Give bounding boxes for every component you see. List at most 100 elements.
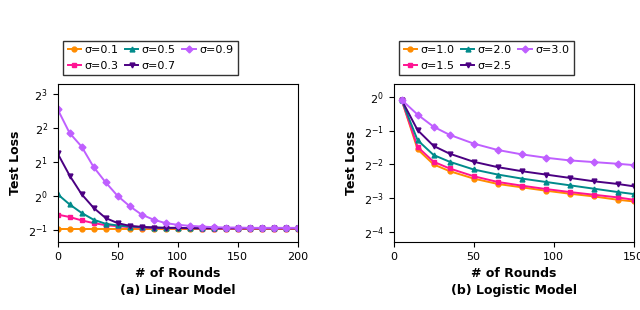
σ=3.0 [446, 133, 454, 137]
σ=0.5 [210, 226, 218, 230]
σ=2.0 [518, 177, 525, 180]
σ=0.7 [294, 226, 301, 230]
σ=0.1 [54, 227, 61, 231]
σ=0.7 [222, 226, 230, 230]
σ=2.0 [494, 173, 502, 176]
σ=0.9 [210, 225, 218, 229]
σ=0.3 [186, 226, 193, 230]
σ=2.0 [590, 187, 598, 191]
σ=2.0 [630, 192, 637, 196]
σ=0.5 [282, 226, 289, 230]
σ=2.5 [414, 128, 422, 132]
σ=1.0 [541, 189, 549, 193]
σ=0.1 [150, 227, 157, 231]
σ=0.1 [66, 227, 74, 231]
σ=0.5 [54, 192, 61, 196]
σ=1.5 [566, 190, 573, 194]
σ=0.5 [186, 226, 193, 230]
σ=0.3 [102, 223, 109, 227]
Legend: σ=0.1, σ=0.3, σ=0.5, σ=0.7, σ=0.9: σ=0.1, σ=0.3, σ=0.5, σ=0.7, σ=0.9 [63, 41, 237, 75]
σ=0.1 [222, 227, 230, 231]
σ=0.3 [174, 226, 182, 230]
σ=0.9 [54, 107, 61, 111]
σ=2.5 [398, 98, 406, 102]
σ=0.1 [198, 227, 205, 231]
σ=0.3 [222, 227, 230, 230]
Line: σ=3.0: σ=3.0 [399, 97, 636, 167]
Line: σ=0.3: σ=0.3 [55, 212, 300, 231]
σ=0.1 [234, 227, 241, 231]
σ=2.5 [470, 160, 477, 164]
σ=0.3 [125, 225, 134, 229]
σ=0.9 [258, 226, 266, 230]
σ=0.7 [234, 226, 241, 230]
σ=0.1 [102, 227, 109, 231]
σ=1.0 [398, 98, 406, 102]
σ=0.3 [150, 226, 157, 230]
σ=1.0 [614, 198, 621, 202]
σ=2.5 [518, 169, 525, 173]
σ=0.3 [246, 227, 253, 230]
σ=0.7 [246, 226, 253, 230]
Line: σ=0.9: σ=0.9 [55, 107, 300, 230]
σ=0.7 [125, 224, 134, 228]
σ=0.7 [174, 226, 182, 230]
σ=0.9 [198, 225, 205, 228]
σ=3.0 [398, 98, 406, 102]
σ=0.9 [138, 213, 145, 216]
σ=0.5 [102, 222, 109, 226]
Line: σ=1.0: σ=1.0 [399, 97, 636, 204]
σ=0.1 [162, 227, 170, 231]
σ=1.0 [630, 200, 637, 203]
σ=0.7 [102, 216, 109, 220]
σ=0.9 [102, 180, 109, 184]
σ=2.5 [494, 165, 502, 169]
σ=0.9 [294, 226, 301, 230]
σ=3.0 [614, 162, 621, 166]
σ=0.3 [162, 226, 170, 230]
Line: σ=1.5: σ=1.5 [399, 97, 636, 202]
σ=1.0 [494, 182, 502, 186]
σ=0.7 [162, 226, 170, 230]
Line: σ=0.5: σ=0.5 [55, 192, 300, 231]
σ=1.5 [470, 174, 477, 178]
σ=1.5 [414, 145, 422, 149]
σ=0.5 [174, 226, 182, 230]
σ=0.7 [114, 221, 122, 225]
σ=0.9 [246, 226, 253, 230]
σ=3.0 [590, 160, 598, 164]
σ=1.0 [470, 177, 477, 180]
σ=0.1 [90, 227, 97, 231]
σ=0.9 [125, 204, 134, 208]
σ=3.0 [470, 142, 477, 145]
σ=2.0 [414, 138, 422, 142]
σ=2.5 [446, 152, 454, 156]
σ=0.9 [78, 145, 86, 148]
σ=0.9 [66, 131, 74, 135]
σ=0.5 [150, 226, 157, 229]
σ=0.3 [234, 227, 241, 230]
σ=0.1 [125, 227, 134, 231]
Y-axis label: Test Loss: Test Loss [345, 131, 358, 195]
σ=0.3 [270, 227, 278, 230]
σ=0.1 [186, 227, 193, 231]
σ=2.0 [430, 153, 438, 157]
σ=0.3 [90, 221, 97, 225]
σ=0.9 [282, 226, 289, 230]
σ=2.5 [614, 182, 621, 186]
σ=2.0 [614, 190, 621, 194]
σ=0.7 [66, 174, 74, 177]
σ=2.5 [566, 176, 573, 180]
Title: (b) Logistic Model: (b) Logistic Model [451, 284, 577, 297]
σ=0.5 [198, 226, 205, 230]
σ=0.3 [78, 219, 86, 222]
Line: σ=2.0: σ=2.0 [399, 97, 636, 197]
σ=0.1 [114, 227, 122, 231]
σ=0.1 [258, 227, 266, 231]
σ=0.1 [78, 227, 86, 231]
σ=0.1 [138, 227, 145, 231]
σ=0.7 [90, 206, 97, 210]
Line: σ=2.5: σ=2.5 [399, 97, 636, 189]
σ=0.1 [270, 227, 278, 231]
σ=1.5 [494, 180, 502, 184]
